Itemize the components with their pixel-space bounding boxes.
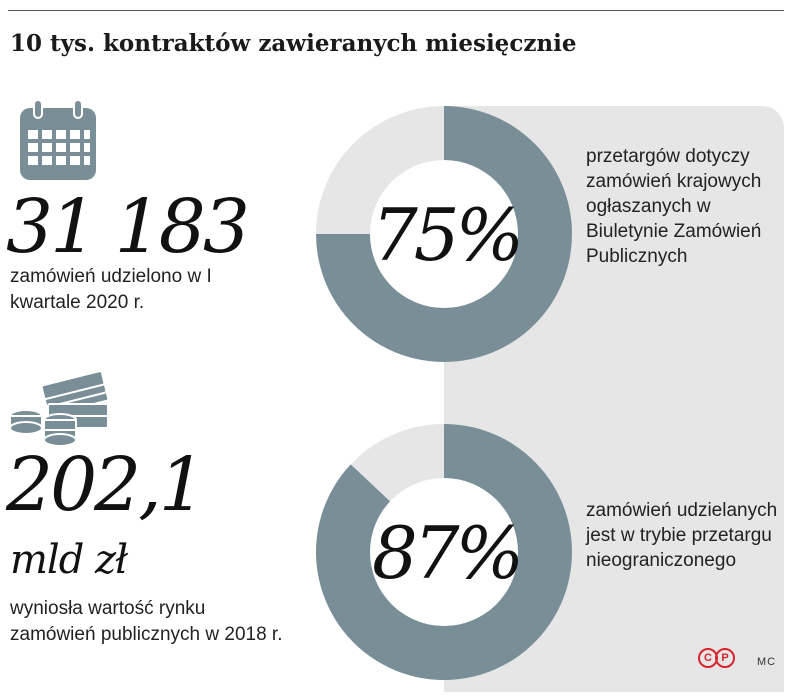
donut-percent-label: 87% bbox=[372, 511, 520, 595]
author-credit: MC bbox=[757, 656, 777, 668]
donut-hole bbox=[370, 478, 518, 626]
calendar-icon bbox=[20, 99, 96, 180]
stat-caption-market: wyniosła wartość rynku zamówień publiczn… bbox=[10, 598, 283, 645]
donut-chart-tenders: 75% bbox=[316, 106, 572, 362]
page-title: 10 tys. kontraktów zawieranych miesięczn… bbox=[10, 30, 577, 57]
money-icon bbox=[9, 370, 110, 447]
donut-hole bbox=[370, 160, 518, 308]
donut-percent-label: 75% bbox=[372, 193, 520, 277]
stat-value-orders: 31 183 bbox=[6, 184, 250, 270]
donut-description-procedure: zamówień udzielanych jest w trybie przet… bbox=[586, 500, 778, 571]
donut-description-tenders: przetargów dotyczy zamówień krajowych og… bbox=[586, 146, 762, 267]
donut-chart-procedure: 87% bbox=[316, 424, 572, 680]
logo-letter-p: P bbox=[715, 648, 735, 668]
stat-value-market: 202,1 bbox=[6, 442, 206, 528]
stat-caption-orders: zamówień udzielono w I kwartale 2020 r. bbox=[10, 266, 212, 313]
top-rule bbox=[8, 10, 784, 11]
stat-unit-market: mld zł bbox=[10, 537, 128, 583]
